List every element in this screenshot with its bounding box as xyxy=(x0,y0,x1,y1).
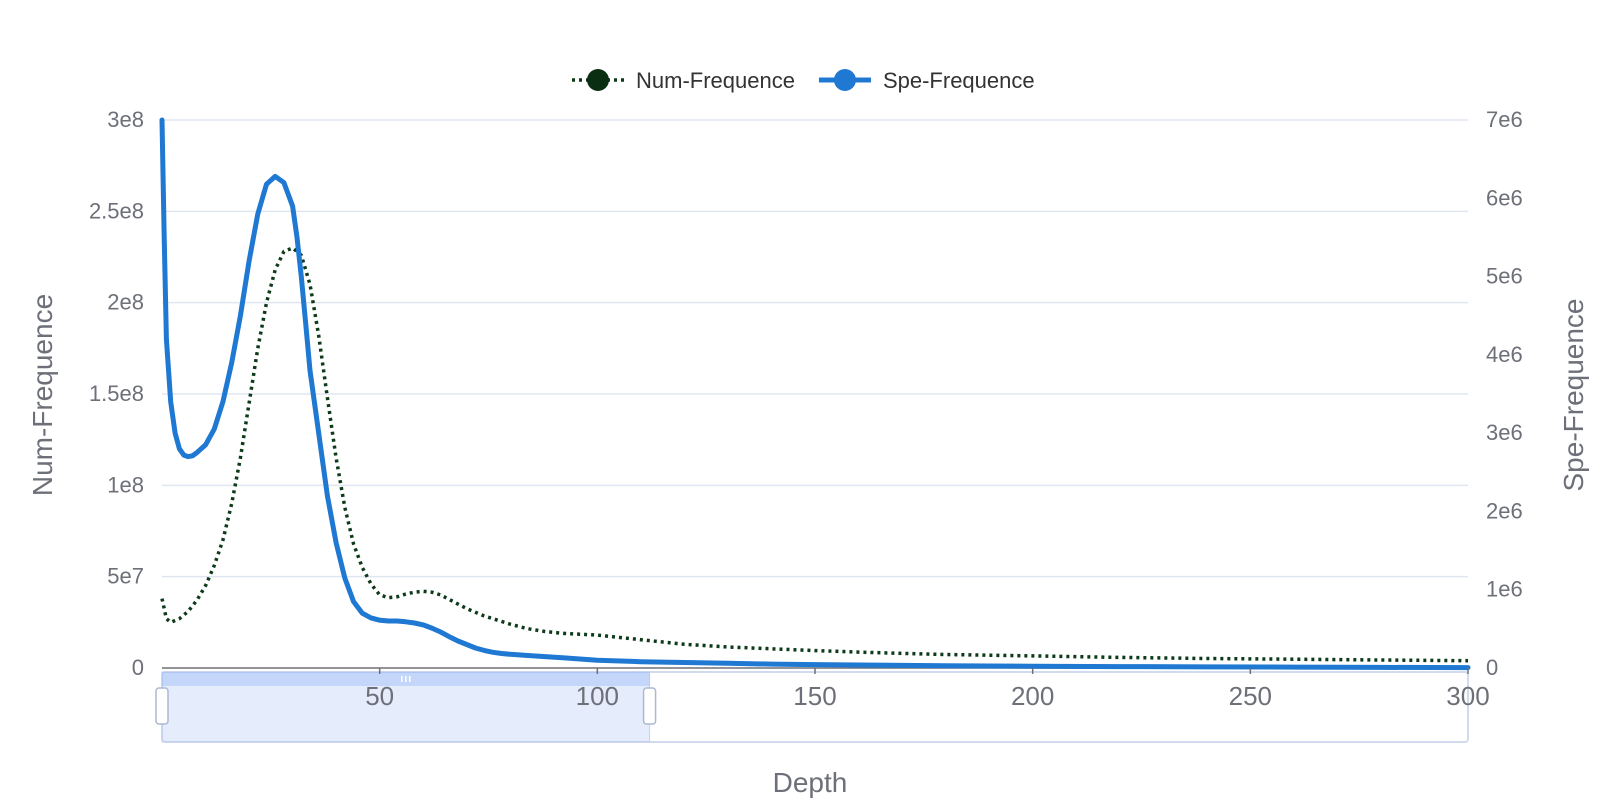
right-axis-ticks: 0 1e6 2e6 3e6 4e6 5e6 6e6 7e6 xyxy=(1486,107,1523,680)
data-zoom-start-handle[interactable] xyxy=(155,687,169,725)
legend-marker-icon xyxy=(587,69,609,91)
legend-label: Num-Frequence xyxy=(636,68,795,93)
y-right-tick-label: 3e6 xyxy=(1486,420,1523,445)
y-right-tick-label: 2e6 xyxy=(1486,498,1523,523)
series-line-num-frequence xyxy=(160,246,1469,663)
x-tick-label: 150 xyxy=(793,681,836,711)
y-right-tick-label: 0 xyxy=(1486,655,1498,680)
data-zoom-end-handle[interactable] xyxy=(642,687,657,725)
y-left-tick-label: 2.5e8 xyxy=(89,198,144,223)
y-left-tick-label: 2e8 xyxy=(107,290,144,315)
data-zoom-selection[interactable] xyxy=(161,671,651,743)
data-zoom-grip-icon[interactable] xyxy=(401,676,411,682)
series-line-spe-frequence xyxy=(159,117,1471,671)
y-left-tick-label: 0 xyxy=(132,655,144,680)
legend-marker-icon xyxy=(833,69,856,91)
x-tick-label: 250 xyxy=(1229,681,1272,711)
y-right-tick-label: 6e6 xyxy=(1486,185,1523,210)
y-right-tick-label: 7e6 xyxy=(1486,107,1523,132)
legend-item-num-frequence[interactable]: Num-Frequence xyxy=(572,68,795,93)
y-right-tick-label: 4e6 xyxy=(1486,342,1523,367)
x-tick-label: 50 xyxy=(365,681,394,711)
y-left-tick-label: 1.5e8 xyxy=(89,381,144,406)
y-right-tick-label: 5e6 xyxy=(1486,264,1523,289)
x-axis-title: Depth xyxy=(773,767,848,798)
y-right-tick-label: 1e6 xyxy=(1486,577,1523,602)
x-tick-label: 200 xyxy=(1011,681,1054,711)
legend[interactable]: Num-Frequence Spe-Frequence xyxy=(572,68,1035,93)
y-left-tick-label: 3e8 xyxy=(107,107,144,132)
y-left-tick-label: 5e7 xyxy=(107,564,144,589)
grid-lines xyxy=(162,119,1468,669)
y-axis-left-title: Num-Frequence xyxy=(27,294,58,496)
legend-item-spe-frequence[interactable]: Spe-Frequence xyxy=(818,68,1035,93)
y-axis-right-title: Spe-Frequence xyxy=(1558,298,1589,491)
x-axis-ticks: 50 100 150 200 250 300 xyxy=(365,668,1490,711)
left-axis-ticks: 0 5e7 1e8 1.5e8 2e8 2.5e8 3e8 xyxy=(89,107,144,680)
series-layer xyxy=(159,117,1471,671)
x-tick-label: 300 xyxy=(1446,681,1489,711)
y-left-tick-label: 1e8 xyxy=(107,472,144,497)
legend-label: Spe-Frequence xyxy=(883,68,1035,93)
x-tick-label: 100 xyxy=(576,681,619,711)
